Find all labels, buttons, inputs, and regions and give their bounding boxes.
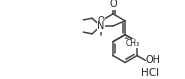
Text: N: N xyxy=(97,21,105,31)
Text: O: O xyxy=(97,16,105,25)
Text: HCl: HCl xyxy=(141,68,159,78)
Text: CH₃: CH₃ xyxy=(126,39,140,48)
Text: O: O xyxy=(109,0,117,9)
Text: OH: OH xyxy=(145,55,160,65)
